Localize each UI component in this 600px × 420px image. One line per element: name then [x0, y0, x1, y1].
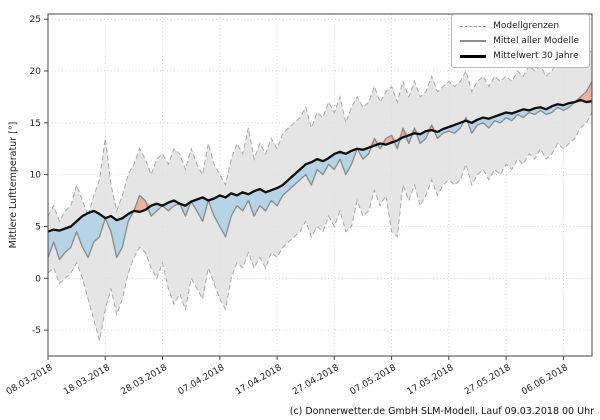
legend-label: Mittelwert 30 Jahre — [493, 51, 579, 61]
y-axis-label: Mittlere Lufttemperatur [°] — [8, 122, 19, 249]
svg-text:5: 5 — [35, 223, 41, 233]
svg-text:07.05.2018: 07.05.2018 — [348, 363, 398, 398]
svg-text:25: 25 — [30, 15, 41, 25]
svg-text:17.05.2018: 17.05.2018 — [406, 363, 456, 398]
svg-text:15: 15 — [30, 119, 41, 129]
black-line-icon — [460, 54, 487, 58]
legend-label: Modellgrenzen — [493, 21, 560, 31]
svg-text:07.04.2018: 07.04.2018 — [177, 363, 227, 398]
legend-item-mittelwert30: Mittelwert 30 Jahre — [460, 51, 579, 61]
svg-text:-5: -5 — [32, 326, 41, 336]
svg-text:28.03.2018: 28.03.2018 — [119, 363, 169, 398]
svg-text:0: 0 — [35, 274, 41, 284]
svg-text:10: 10 — [30, 171, 42, 181]
svg-text:20: 20 — [30, 67, 42, 77]
legend: Modellgrenzen Mittel aller Modelle Mitte… — [451, 14, 590, 68]
copyright-caption: (c) Donnerwetter.de GmbH SLM-Modell, Lau… — [289, 406, 594, 417]
legend-label: Mittel aller Modelle — [493, 36, 579, 46]
svg-text:27.05.2018: 27.05.2018 — [463, 363, 513, 398]
svg-text:08.03.2018: 08.03.2018 — [5, 363, 55, 398]
svg-text:27.04.2018: 27.04.2018 — [291, 363, 341, 398]
svg-text:17.04.2018: 17.04.2018 — [234, 363, 284, 398]
svg-text:06.06.2018: 06.06.2018 — [520, 363, 570, 398]
svg-text:18.03.2018: 18.03.2018 — [62, 363, 112, 398]
gray-line-icon — [460, 40, 487, 42]
legend-item-modellgrenzen: Modellgrenzen — [460, 21, 579, 31]
legend-item-modellmittel: Mittel aller Modelle — [460, 36, 579, 46]
dashed-line-icon — [460, 25, 487, 27]
